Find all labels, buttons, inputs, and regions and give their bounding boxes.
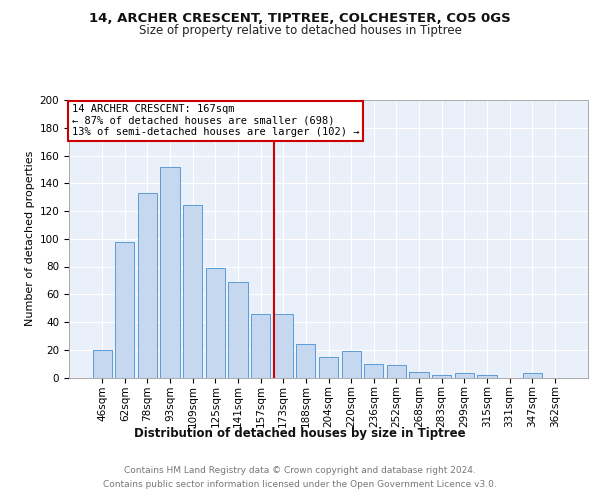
Text: Size of property relative to detached houses in Tiptree: Size of property relative to detached ho… [139,24,461,37]
Bar [455,374,474,378]
Bar [341,351,361,378]
Text: Contains public sector information licensed under the Open Government Licence v3: Contains public sector information licen… [103,480,497,489]
Bar [229,282,248,378]
Bar [92,350,112,378]
Text: 14, ARCHER CRESCENT, TIPTREE, COLCHESTER, CO5 0GS: 14, ARCHER CRESCENT, TIPTREE, COLCHESTER… [89,12,511,26]
Bar [274,314,293,378]
Bar [251,314,270,378]
Bar [296,344,316,378]
Bar [432,374,451,378]
Bar [160,166,180,378]
Text: 14 ARCHER CRESCENT: 167sqm
← 87% of detached houses are smaller (698)
13% of sem: 14 ARCHER CRESCENT: 167sqm ← 87% of deta… [71,104,359,138]
Bar [387,365,406,378]
Bar [523,374,542,378]
Bar [364,364,383,378]
Bar [138,193,157,378]
Bar [206,268,225,378]
Bar [477,374,497,378]
Text: Distribution of detached houses by size in Tiptree: Distribution of detached houses by size … [134,428,466,440]
Bar [409,372,428,378]
Bar [183,206,202,378]
Text: Contains HM Land Registry data © Crown copyright and database right 2024.: Contains HM Land Registry data © Crown c… [124,466,476,475]
Bar [115,242,134,378]
Y-axis label: Number of detached properties: Number of detached properties [25,151,35,326]
Bar [319,356,338,378]
